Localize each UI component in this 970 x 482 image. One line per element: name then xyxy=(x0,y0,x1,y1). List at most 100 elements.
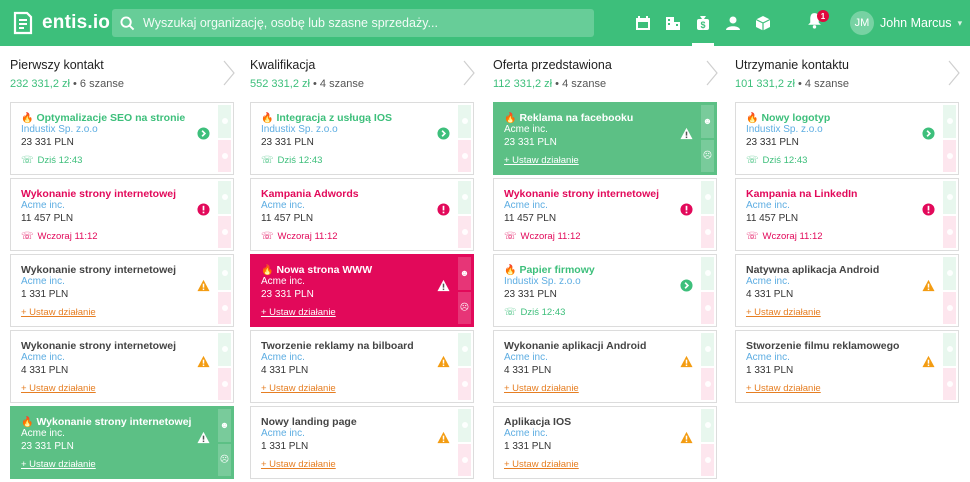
lose-button[interactable]: ☹ xyxy=(218,443,231,476)
lose-button[interactable] xyxy=(458,367,471,400)
deal-card[interactable]: 🔥 Optymalizacje SEO na stronie Industix Sp… xyxy=(10,102,234,175)
deal-company[interactable]: Acme inc. xyxy=(504,428,548,439)
deal-title[interactable]: 🔥 Wykonanie strony internetowej xyxy=(21,416,191,428)
deal-company[interactable]: Industix Sp. z.o.o xyxy=(21,124,98,135)
notifications-button[interactable]: 1 xyxy=(806,10,829,34)
deal-card[interactable]: Wykonanie strony internetowej Acme inc. 1 … xyxy=(10,254,234,327)
set-action-link[interactable]: + Ustaw działanie xyxy=(261,383,336,394)
nav-people[interactable] xyxy=(718,0,748,46)
win-button[interactable] xyxy=(943,257,956,290)
deal-title[interactable]: Nowy landing page xyxy=(261,416,357,428)
win-button[interactable] xyxy=(943,181,956,214)
lose-button[interactable] xyxy=(943,367,956,400)
deal-title[interactable]: Kampania na LinkedIn xyxy=(746,188,857,200)
app-logo[interactable]: entis.io xyxy=(12,9,110,37)
deal-company[interactable]: Acme inc. xyxy=(21,352,65,363)
deal-title[interactable]: 🔥 Nowa strona WWW xyxy=(261,264,372,276)
win-button[interactable] xyxy=(458,105,471,138)
deal-card[interactable]: Nowy landing page Acme inc. 1 331 PLN + Ust… xyxy=(250,406,474,479)
win-button[interactable] xyxy=(458,333,471,366)
lose-button[interactable]: ☹ xyxy=(701,139,714,172)
alert-icon[interactable] xyxy=(437,203,450,216)
deal-title[interactable]: Wykonanie strony internetowej xyxy=(504,188,659,200)
lose-button[interactable] xyxy=(701,215,714,248)
set-action-link[interactable]: + Ustaw działanie xyxy=(21,459,96,470)
column-header[interactable]: Oferta przedstawiona 112 331,2 zł • 4 sza… xyxy=(493,46,721,100)
deal-card[interactable]: Wykonanie strony internetowej Acme inc. 4 … xyxy=(10,330,234,403)
lose-button[interactable] xyxy=(218,139,231,172)
deal-company[interactable]: Acme inc. xyxy=(21,428,65,439)
deal-card[interactable]: Natywna aplikacja Android Acme inc. 4 331 … xyxy=(735,254,959,327)
warning-icon[interactable] xyxy=(680,127,693,140)
set-action-link[interactable]: + Ustaw działanie xyxy=(504,459,579,470)
lose-button[interactable] xyxy=(701,367,714,400)
lose-button[interactable]: ☹ xyxy=(458,291,471,324)
deal-card[interactable]: Kampania na LinkedIn Acme inc. 11 457 PLN ☏… xyxy=(735,178,959,251)
deal-card[interactable]: 🔥 Wykonanie strony internetowej Acme inc. 2… xyxy=(10,406,234,479)
deal-company[interactable]: Acme inc. xyxy=(261,352,305,363)
lose-button[interactable] xyxy=(458,139,471,172)
set-action-link[interactable]: + Ustaw działanie xyxy=(21,383,96,394)
set-action-link[interactable]: + Ustaw działanie xyxy=(504,383,579,394)
deal-title[interactable]: 🔥 Reklama na facebooku xyxy=(504,112,633,124)
deal-title[interactable]: Tworzenie reklamy na bilboard xyxy=(261,340,414,352)
lose-button[interactable] xyxy=(701,443,714,476)
deal-card[interactable]: Wykonanie strony internetowej Acme inc. 11… xyxy=(10,178,234,251)
win-button[interactable] xyxy=(218,181,231,214)
warning-icon[interactable] xyxy=(922,355,935,368)
deal-title[interactable]: 🔥 Integracja z usługą IOS xyxy=(261,112,392,124)
deal-card[interactable]: 🔥 Nowy logotyp Industix Sp. z.o.o 23 331 PL… xyxy=(735,102,959,175)
deal-company[interactable]: Acme inc. xyxy=(261,428,305,439)
win-button[interactable] xyxy=(701,181,714,214)
deal-company[interactable]: Acme inc. xyxy=(746,200,790,211)
win-button[interactable] xyxy=(701,409,714,442)
set-action-link[interactable]: + Ustaw działanie xyxy=(261,459,336,470)
set-action-link[interactable]: + Ustaw działanie xyxy=(504,155,579,166)
deal-title[interactable]: Wykonanie strony internetowej xyxy=(21,340,176,352)
warning-icon[interactable] xyxy=(680,431,693,444)
deal-title[interactable]: Wykonanie strony internetowej xyxy=(21,188,176,200)
win-button[interactable] xyxy=(458,409,471,442)
set-action-link[interactable]: + Ustaw działanie xyxy=(21,307,96,318)
deal-card[interactable]: Tworzenie reklamy na bilboard Acme inc. 4 … xyxy=(250,330,474,403)
win-button[interactable] xyxy=(943,105,956,138)
alert-icon[interactable] xyxy=(680,203,693,216)
deal-title[interactable]: Natywna aplikacja Android xyxy=(746,264,879,276)
warning-icon[interactable] xyxy=(197,279,210,292)
arrow-icon[interactable] xyxy=(197,127,210,140)
lose-button[interactable] xyxy=(218,291,231,324)
deal-title[interactable]: Wykonanie strony internetowej xyxy=(21,264,176,276)
set-action-link[interactable]: + Ustaw działanie xyxy=(746,307,821,318)
set-action-link[interactable]: + Ustaw działanie xyxy=(261,307,336,318)
deal-company[interactable]: Acme inc. xyxy=(504,124,548,135)
deal-company[interactable]: Industix Sp. z.o.o xyxy=(504,276,581,287)
lose-button[interactable] xyxy=(458,443,471,476)
lose-button[interactable] xyxy=(218,215,231,248)
win-button[interactable]: ☻ xyxy=(218,409,231,442)
deal-card[interactable]: Kampania Adwords Acme inc. 11 457 PLN ☏ Wczo… xyxy=(250,178,474,251)
deal-title[interactable]: 🔥 Nowy logotyp xyxy=(746,112,830,124)
win-button[interactable] xyxy=(218,105,231,138)
nav-organizations[interactable] xyxy=(658,0,688,46)
arrow-icon[interactable] xyxy=(437,127,450,140)
deal-card[interactable]: Wykonanie aplikacji Android Acme inc. 4 33… xyxy=(493,330,717,403)
nav-calendar[interactable] xyxy=(628,0,658,46)
search-input[interactable] xyxy=(143,16,594,30)
win-button[interactable]: ☻ xyxy=(458,257,471,290)
deal-company[interactable]: Industix Sp. z.o.o xyxy=(746,124,823,135)
deal-company[interactable]: Acme inc. xyxy=(746,276,790,287)
column-header[interactable]: Pierwszy kontakt 232 331,2 zł • 6 szanse xyxy=(10,46,238,100)
nav-sales[interactable]: $ xyxy=(688,0,718,46)
win-button[interactable] xyxy=(701,333,714,366)
warning-icon[interactable] xyxy=(437,355,450,368)
lose-button[interactable] xyxy=(943,215,956,248)
deal-card[interactable]: Stworzenie filmu reklamowego Acme inc. 1 3… xyxy=(735,330,959,403)
warning-icon[interactable] xyxy=(197,431,210,444)
deal-title[interactable]: Aplikacja IOS xyxy=(504,416,571,428)
deal-company[interactable]: Acme inc. xyxy=(504,352,548,363)
deal-company[interactable]: Acme inc. xyxy=(21,276,65,287)
lose-button[interactable] xyxy=(218,367,231,400)
deal-card[interactable]: 🔥 Reklama na facebooku Acme inc. 23 331 PLN… xyxy=(493,102,717,175)
warning-icon[interactable] xyxy=(437,279,450,292)
win-button[interactable] xyxy=(218,257,231,290)
